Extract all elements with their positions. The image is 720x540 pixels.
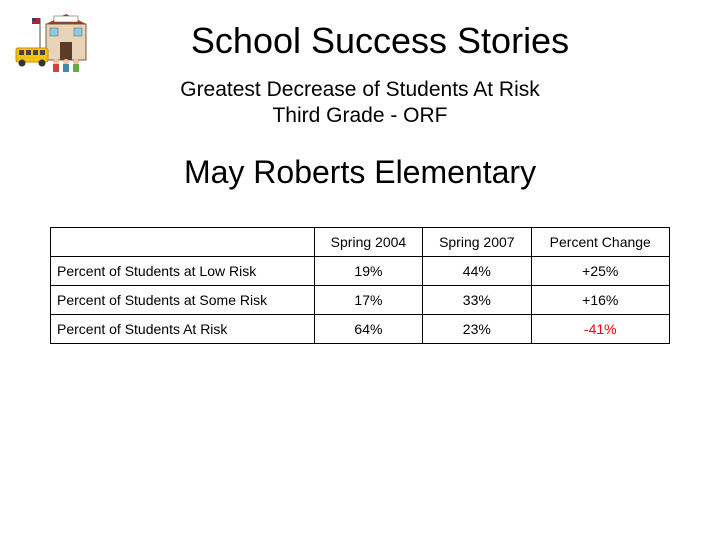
table-header-row: Spring 2004 Spring 2007 Percent Change <box>51 228 670 257</box>
table-cell: +25% <box>531 257 669 286</box>
school-name: May Roberts Elementary <box>0 154 720 191</box>
subtitle-line-1: Greatest Decrease of Students At Risk <box>0 78 720 102</box>
table-row: Percent of Students At Risk64%23%-41% <box>51 315 670 344</box>
table-cell: 19% <box>314 257 422 286</box>
risk-data-table: Spring 2004 Spring 2007 Percent Change P… <box>50 227 670 344</box>
table-row-label: Percent of Students at Some Risk <box>51 286 315 315</box>
table-cell: 33% <box>423 286 531 315</box>
school-clipart-icon <box>10 10 100 75</box>
table-cell: +16% <box>531 286 669 315</box>
table-row-label: Percent of Students At Risk <box>51 315 315 344</box>
table-header-col3: Percent Change <box>531 228 669 257</box>
table-cell: -41% <box>531 315 669 344</box>
table-header-col2: Spring 2007 <box>423 228 531 257</box>
table-cell: 44% <box>423 257 531 286</box>
table-row-label: Percent of Students at Low Risk <box>51 257 315 286</box>
subtitle-line-2: Third Grade - ORF <box>0 104 720 128</box>
table-row: Percent of Students at Some Risk17%33%+1… <box>51 286 670 315</box>
page-title: School Success Stories <box>80 0 680 62</box>
table-cell: 17% <box>314 286 422 315</box>
table-header-blank <box>51 228 315 257</box>
table-cell: 23% <box>423 315 531 344</box>
table-header-col1: Spring 2004 <box>314 228 422 257</box>
table-row: Percent of Students at Low Risk19%44%+25… <box>51 257 670 286</box>
table-cell: 64% <box>314 315 422 344</box>
